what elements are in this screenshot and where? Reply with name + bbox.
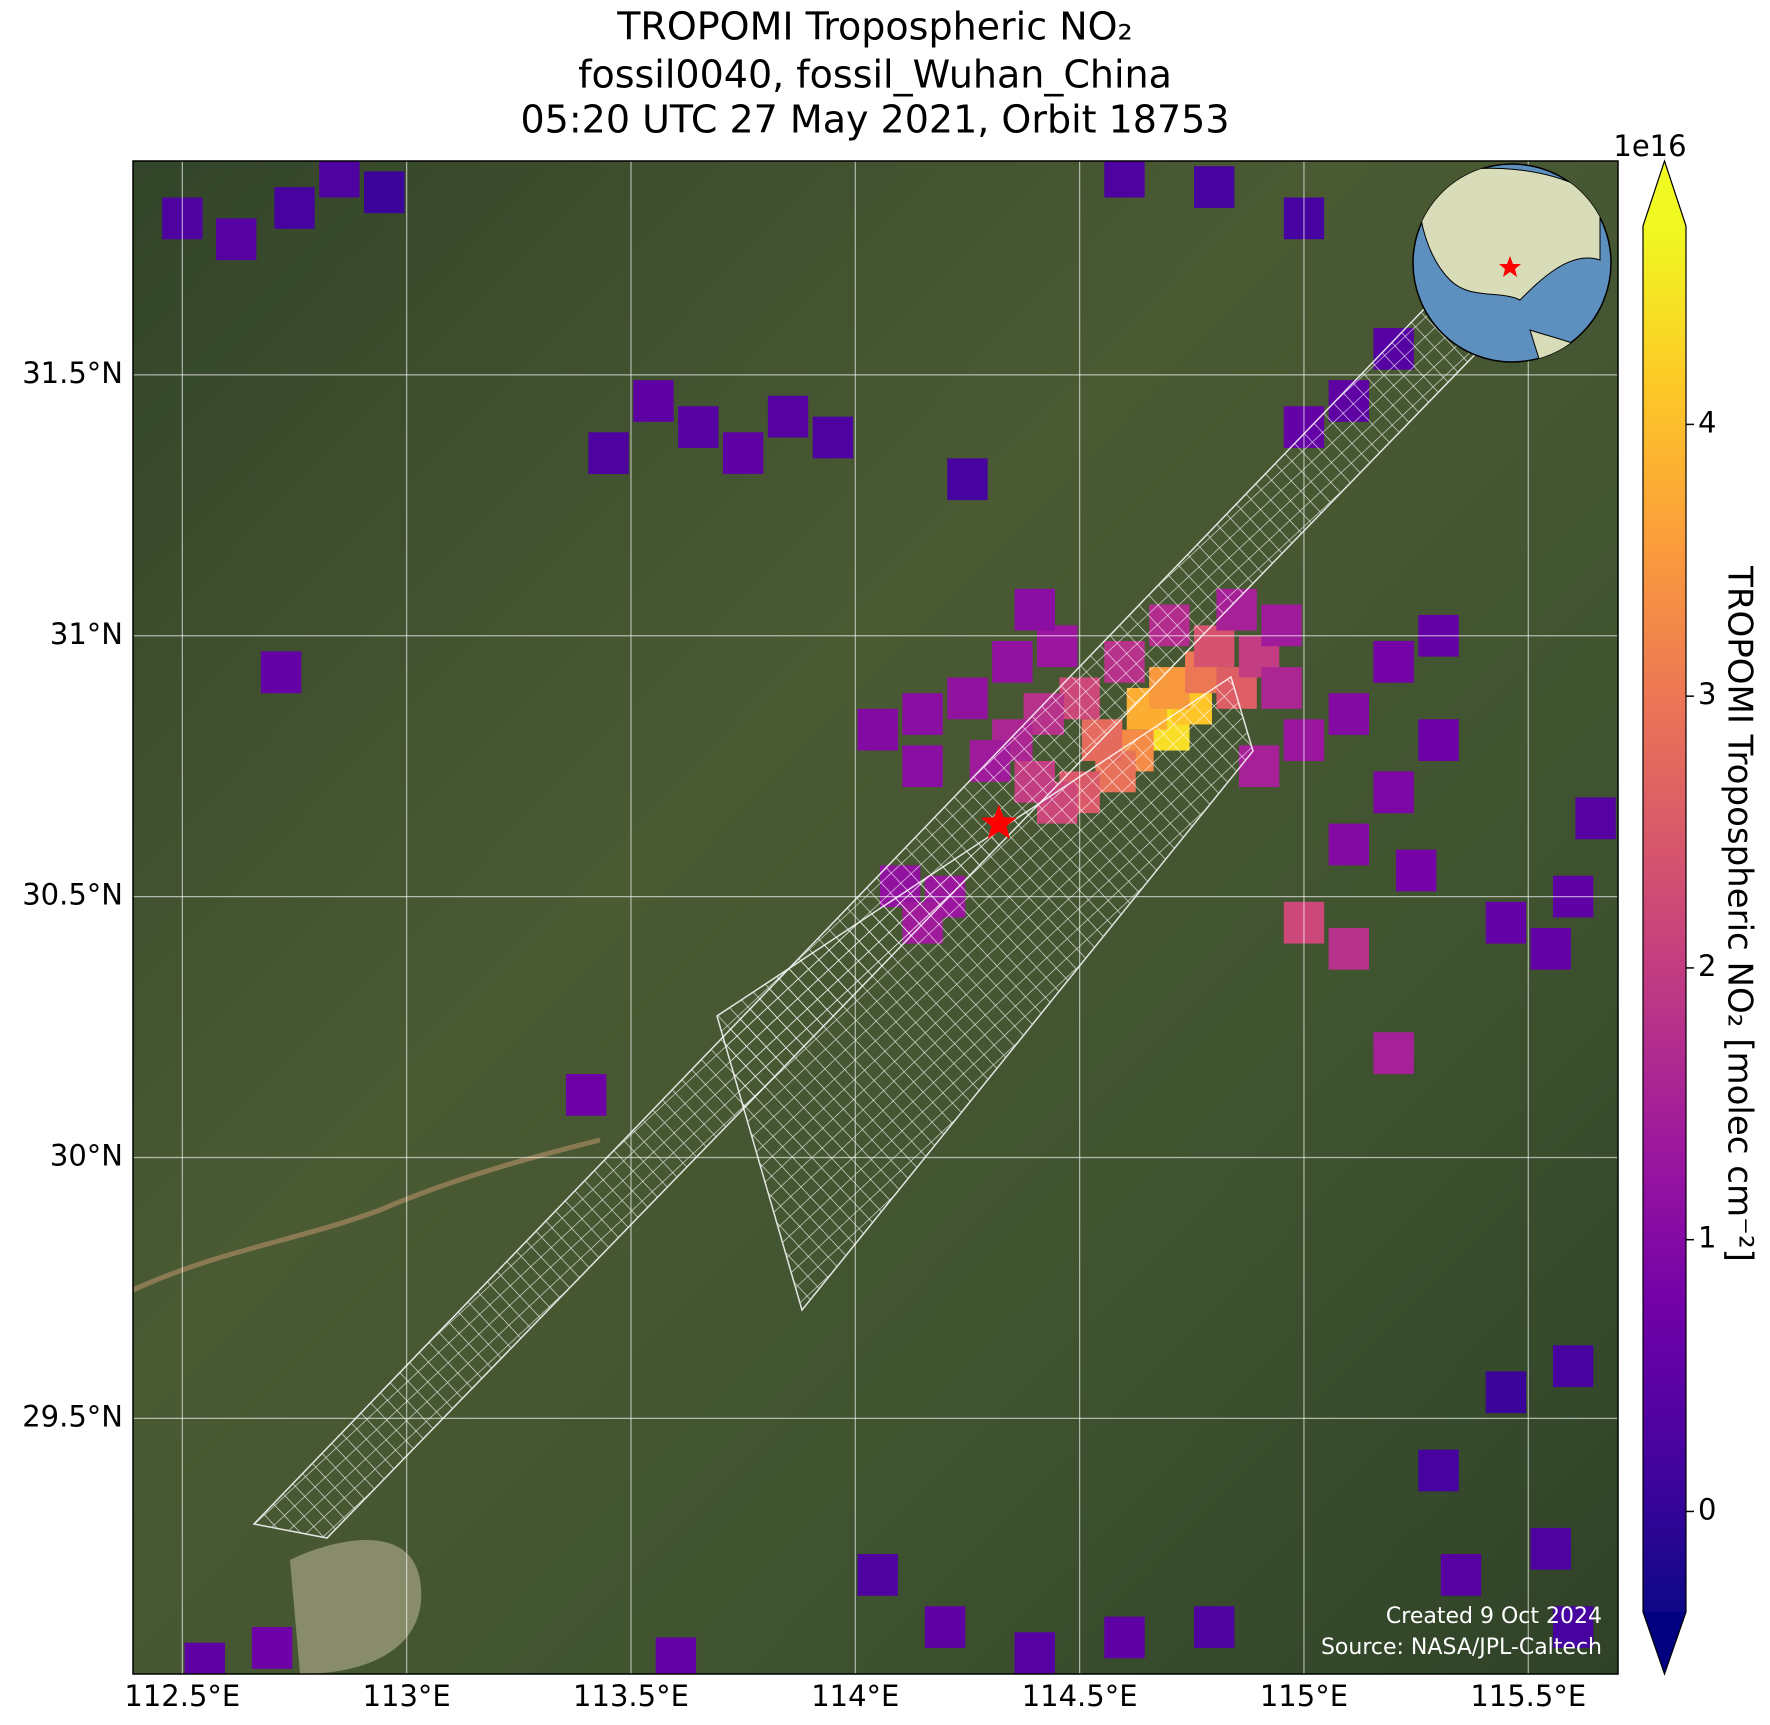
colorbar-frame [1642, 159, 1687, 1676]
colorbar-offset: 1e16 [1613, 129, 1686, 163]
no2-cell [947, 458, 988, 501]
no2-cell [1485, 901, 1527, 944]
no2-cell [1418, 719, 1459, 761]
colorbar-tick-label: 1 [1698, 1221, 1716, 1255]
x-tick-label: 113.5°E [573, 1679, 689, 1713]
no2-cell [1552, 1345, 1594, 1388]
title-line: TROPOMI Tropospheric NO₂ [616, 5, 1133, 49]
credit: Created 9 Oct 2024 [1386, 1604, 1602, 1629]
colorbar-label: TROPOMI Tropospheric NO₂ [molec cm⁻²] [1720, 565, 1760, 1262]
lake [290, 1540, 422, 1674]
no2-cell [857, 708, 898, 751]
y-tick-label: 30°N [50, 1138, 123, 1172]
no2-cell [722, 432, 764, 475]
no2-cell [1328, 823, 1370, 866]
no2-cell [1373, 1032, 1414, 1075]
no2-cell [857, 1554, 898, 1596]
x-tick-label: 112.5°E [124, 1679, 240, 1713]
no2-cell [1104, 161, 1145, 198]
landmass [1418, 167, 1601, 301]
no2-cell [251, 1627, 293, 1669]
no2-cell [588, 432, 629, 475]
map-area [133, 161, 1618, 1674]
no2-cell [1552, 1606, 1594, 1648]
no2-cell [655, 1637, 697, 1674]
no2-cell [1373, 640, 1414, 683]
no2-cell [1373, 771, 1414, 814]
no2-cell [319, 161, 360, 198]
no2-cell [902, 745, 943, 788]
x-tick-label: 114.5°E [1022, 1679, 1138, 1713]
no2-cell [1261, 604, 1302, 647]
no2-cell [678, 406, 719, 448]
colorbar-extend [1643, 1612, 1686, 1674]
y-tick-label: 30.5°N [22, 878, 123, 912]
no2-cell [947, 677, 988, 720]
y-tick-label: 31°N [50, 617, 123, 651]
colorbar-tick-label: 0 [1698, 1492, 1716, 1526]
no2-cell [1440, 1554, 1482, 1596]
no2-cell [1485, 1371, 1527, 1414]
no2-cell [924, 1606, 966, 1648]
colorbar-tick-label: 4 [1698, 405, 1716, 439]
no2-cell [992, 640, 1033, 683]
globe-site-marker [1499, 256, 1521, 277]
grid [133, 161, 1618, 1674]
map-frame [132, 160, 1619, 1675]
colorbar: 0 1 2 3 4 1e16 TROPOMI Tropospheric NO₂ [molec… [1613, 129, 1760, 1676]
x-tick-label: 114°E [811, 1679, 899, 1713]
no2-cell [1261, 667, 1302, 709]
title-line: 05:20 UTC 27 May 2021, Orbit 18753 [520, 98, 1229, 142]
no2-cell [1530, 1527, 1571, 1570]
no2-cell [1328, 927, 1370, 970]
no2-cell [260, 651, 302, 694]
colorbar-extend [1643, 161, 1686, 226]
no2-cell [1530, 927, 1571, 970]
x-tick-label: 113°E [363, 1679, 451, 1713]
colorbar-tick-label: 3 [1698, 677, 1716, 711]
site-marker [980, 804, 1017, 839]
title-line: fossil0040, fossil_Wuhan_China [578, 53, 1172, 97]
x-tick-label: 115°E [1260, 1679, 1348, 1713]
no2-cell [1194, 1606, 1235, 1648]
no2-cell [812, 416, 854, 459]
no2-cell [1104, 1616, 1145, 1659]
no2-cell [1014, 1632, 1055, 1674]
credit: Source: NASA/JPL-Caltech [1321, 1635, 1602, 1660]
no2-cell [1194, 166, 1235, 208]
no2-cell [1037, 625, 1078, 668]
no2-cell [274, 187, 315, 229]
no2-cell [902, 693, 943, 735]
river [133, 1137, 601, 1293]
no2-cell [633, 380, 674, 422]
no2-cell [1418, 1449, 1459, 1492]
no2-cell [565, 1074, 607, 1116]
no2-cell [1014, 588, 1055, 631]
no2-cell [215, 218, 257, 261]
no2-cell [184, 1642, 225, 1674]
y-tick-label: 29.5°N [22, 1399, 123, 1433]
swath [716, 675, 1254, 1312]
no2-cell [1395, 849, 1437, 892]
x-tick-label: 115.5°E [1470, 1679, 1586, 1713]
no2-cell [1328, 693, 1370, 735]
y-tick-label: 31.5°N [22, 356, 123, 390]
no2-cell [364, 171, 405, 214]
no2-cell [767, 395, 809, 438]
colorbar-tick-label: 2 [1698, 949, 1716, 983]
colorbar-body [1643, 226, 1686, 1612]
no2-cell [1575, 797, 1616, 840]
